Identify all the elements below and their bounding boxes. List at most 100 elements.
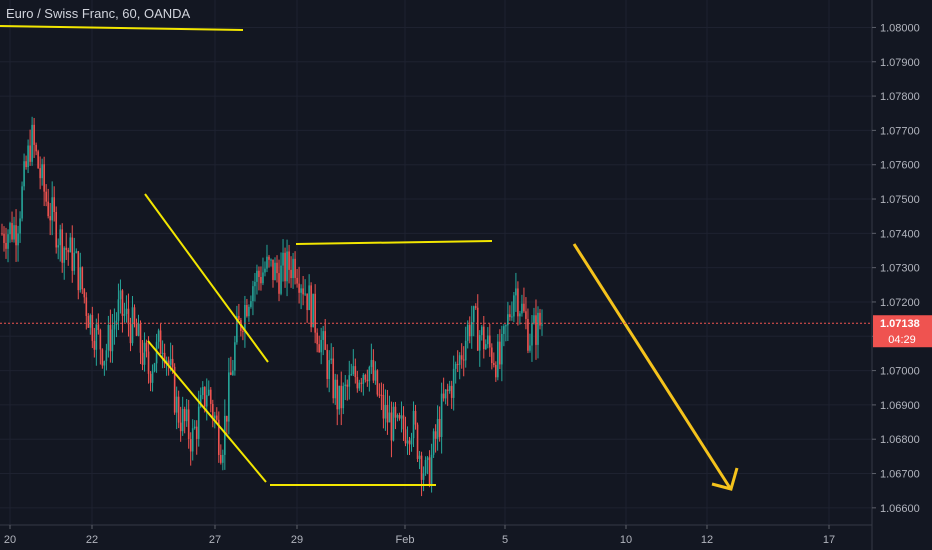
last-price-value: 1.07138 (880, 318, 920, 330)
candle-body (521, 303, 523, 314)
candle-body (169, 358, 172, 365)
candle-body (280, 265, 282, 294)
candle-body (232, 370, 234, 375)
candle-body (25, 161, 27, 168)
candle-body (282, 252, 284, 266)
candle-body (3, 233, 5, 243)
price-axis[interactable]: 1.08000 1.07900 1.07800 1.07700 1.07600 1.075… (871, 0, 932, 550)
candle-body (17, 233, 19, 246)
candle-body (254, 281, 256, 287)
candle-body (390, 412, 393, 441)
candle-body (288, 251, 290, 270)
candle-body (426, 457, 429, 461)
x-tick-label: 20 (4, 534, 16, 546)
candle-body (177, 396, 180, 423)
candle-body (537, 312, 539, 345)
candle-body (137, 323, 140, 336)
candle-body (515, 288, 517, 296)
candle-body (382, 395, 385, 419)
candle-body (278, 273, 280, 294)
candle-body (189, 438, 192, 452)
candle-body (187, 409, 190, 439)
candle-body (107, 324, 110, 351)
candle-body (43, 164, 45, 192)
candle-body (95, 324, 98, 350)
candle-body (222, 454, 224, 463)
candle-body (380, 394, 383, 396)
y-tick-label: 1.06800 (880, 434, 920, 446)
candle-body (330, 358, 333, 361)
candle-body (99, 330, 102, 350)
candle-body (436, 418, 439, 439)
annotations[interactable] (0, 25, 739, 491)
candle-body (123, 313, 126, 316)
candle-body (213, 415, 216, 419)
candle-body (147, 351, 150, 374)
time-axis[interactable]: 20 22 27 29 Feb 5 10 12 17 (0, 524, 872, 546)
candle-body (519, 313, 521, 317)
candle-body (458, 355, 461, 365)
candle-body (531, 323, 533, 346)
y-tick-label: 1.07400 (880, 228, 920, 240)
channel-upper-line[interactable] (144, 193, 269, 363)
candle-body (497, 341, 499, 378)
candle-body (392, 406, 395, 441)
candle-body (133, 307, 136, 324)
candle-body (274, 262, 276, 280)
candle-body (509, 314, 511, 317)
candle-body (424, 460, 427, 474)
forecast-arrowhead (711, 467, 739, 491)
forecast-arrow[interactable] (572, 243, 732, 489)
candle-body (1, 233, 3, 235)
candle-body (226, 415, 228, 422)
candle-body (376, 370, 379, 395)
candle-body (228, 372, 230, 422)
candle-body (408, 440, 411, 445)
x-tick-label: 29 (291, 534, 303, 546)
candle-body (248, 306, 250, 317)
candle-body (370, 360, 373, 368)
mid-resistance-line[interactable] (295, 240, 493, 245)
price-axis-bg (872, 0, 932, 550)
candle-body (527, 318, 529, 351)
candle-body (336, 379, 339, 410)
candle-body (434, 431, 437, 439)
candle-body (63, 247, 66, 263)
candle-body (541, 324, 543, 326)
y-tick-label: 1.07800 (880, 91, 920, 103)
candle-body (444, 389, 447, 399)
candle-body (476, 307, 479, 351)
candle-body (446, 389, 449, 392)
candle-body (246, 305, 248, 317)
resistance-top-line[interactable] (0, 25, 244, 31)
x-tick-label: Feb (396, 534, 415, 546)
y-tick-label: 1.07700 (880, 125, 920, 137)
candle-body (91, 315, 94, 341)
candle-body (290, 269, 292, 279)
candle-body (296, 277, 298, 284)
y-tick-label: 1.08000 (880, 22, 920, 34)
candle-body (310, 285, 312, 328)
candle-body (157, 330, 160, 342)
candle-body (141, 352, 144, 365)
candle-body (352, 366, 355, 375)
candle-body (13, 225, 15, 240)
candle-body (9, 223, 11, 235)
candle-body (55, 212, 58, 248)
candle-body (127, 308, 130, 325)
candle-body (462, 359, 465, 361)
candle-body (418, 455, 421, 459)
candles[interactable] (1, 116, 543, 497)
channel-lower-line[interactable] (147, 340, 267, 483)
candle-body (236, 316, 238, 343)
candle-body (482, 326, 485, 350)
candle-body (416, 424, 419, 459)
candle-body (85, 297, 88, 316)
candle-body (149, 373, 152, 383)
candle-body (145, 342, 148, 352)
candle-body (322, 331, 324, 340)
candle-body (533, 315, 535, 324)
candle-body (474, 306, 477, 308)
candle-body (238, 316, 240, 321)
candle-body (314, 293, 316, 333)
